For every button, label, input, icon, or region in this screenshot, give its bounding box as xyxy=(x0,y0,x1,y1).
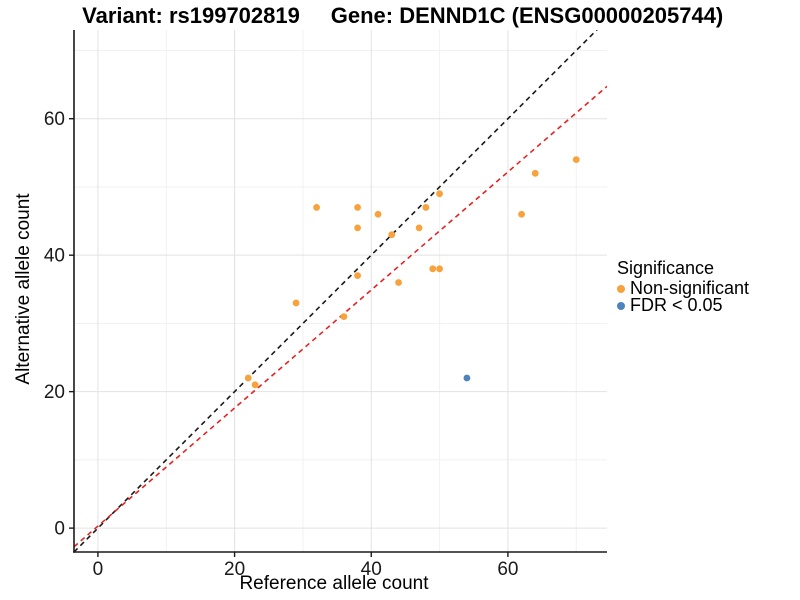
variant-title: Variant: rs199702819 xyxy=(82,3,300,28)
legend-title: Significance xyxy=(617,258,715,278)
data-point xyxy=(429,265,437,273)
legend-item-label: Non-significant xyxy=(630,278,750,298)
legend-item-non-significant: Non-significant xyxy=(617,278,750,298)
data-point xyxy=(463,374,471,382)
data-point xyxy=(422,204,430,211)
data-point xyxy=(244,374,252,382)
data-point xyxy=(518,210,525,218)
gene-title: Gene: DENND1C (ENSG00000205744) xyxy=(330,3,724,28)
y-tick-label: 20 xyxy=(44,382,65,403)
fit-line xyxy=(74,85,607,548)
data-point xyxy=(388,231,396,239)
series-non-significant xyxy=(244,156,580,389)
data-point xyxy=(436,190,443,198)
x-tick-label: 20 xyxy=(224,559,245,580)
data-point xyxy=(415,224,423,232)
data-point xyxy=(340,313,348,320)
data-point xyxy=(436,265,443,273)
tick-marks xyxy=(69,118,509,557)
axis-lines xyxy=(73,30,607,553)
data-point xyxy=(313,204,320,211)
y-tick-label: 60 xyxy=(44,109,65,130)
y-tick-label: 40 xyxy=(44,246,65,267)
data-point xyxy=(531,169,539,177)
minor-gridlines xyxy=(74,30,607,552)
data-point xyxy=(292,299,300,307)
series-fdr-0-05 xyxy=(463,374,471,382)
data-point xyxy=(374,210,382,218)
major-gridlines xyxy=(74,30,607,552)
data-point xyxy=(395,279,402,286)
x-axis-title: Reference allele count xyxy=(239,573,429,594)
legend-dot-non-significant-icon xyxy=(617,284,625,293)
data-point xyxy=(572,156,580,164)
legend-item-fdr: FDR < 0.05 xyxy=(617,295,749,315)
identity-line xyxy=(74,30,598,552)
x-tick-label: 60 xyxy=(497,559,518,580)
data-point xyxy=(251,381,259,389)
data-point xyxy=(354,224,361,232)
tick-labels: 0 20 40 60 0 20 40 60 xyxy=(44,109,519,580)
x-tick-label: 40 xyxy=(361,559,382,580)
y-tick-label: 0 xyxy=(54,519,65,540)
legend-dot-fdr-icon xyxy=(617,301,625,310)
x-tick-label: 0 xyxy=(93,559,104,580)
data-point xyxy=(354,204,361,211)
data-point xyxy=(354,272,361,280)
reference-lines xyxy=(74,30,607,552)
y-axis-title: Alternative allele count xyxy=(13,193,34,385)
legend-item-label: FDR < 0.05 xyxy=(630,295,723,315)
legend: Significance Non-significant FDR < 0.05 xyxy=(617,258,750,315)
